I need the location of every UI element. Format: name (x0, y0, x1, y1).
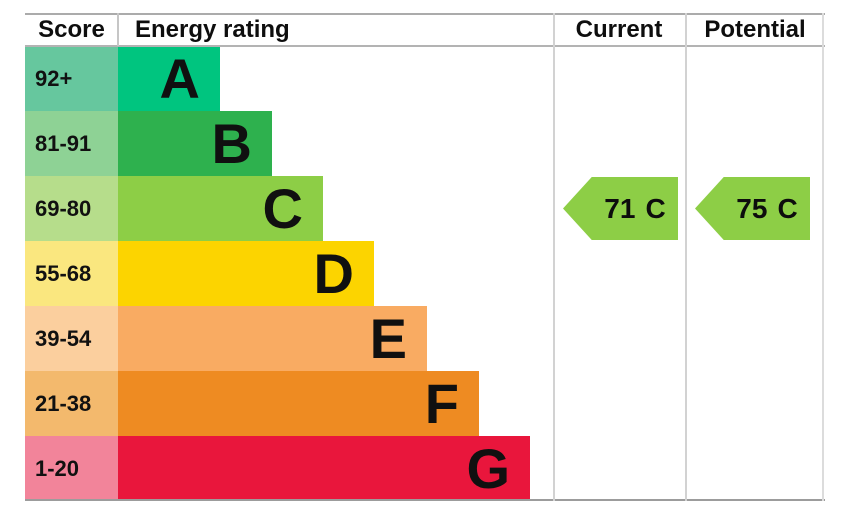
header-row: Score Energy rating Current Potential (25, 13, 825, 46)
epc-table: Score Energy rating Current Potential 92… (25, 13, 825, 501)
score-range-label: 69-80 (25, 176, 118, 241)
header-bottom-border (25, 45, 825, 47)
rating-letter: G (466, 436, 510, 500)
score-column-divider (117, 13, 119, 46)
rating-letter: A (159, 46, 200, 110)
rating-bar-a: A (118, 46, 220, 111)
score-range-label: 55-68 (25, 241, 118, 306)
current-rating-value: 71 (604, 192, 636, 224)
band-rows: 92+ A 81-91 B 69-80 C 55-68 D 39-54 E 21-38 F 1-20 G (25, 46, 825, 501)
band-row-a: 92+ A (25, 46, 825, 111)
rating-letter: C (262, 176, 303, 240)
band-row-c: 69-80 C (25, 176, 825, 241)
potential-rating-value: 75 (736, 192, 768, 224)
potential-rating-arrow: 75 C (695, 177, 810, 240)
band-row-f: 21-38 F (25, 371, 825, 436)
rating-bar-c: C (118, 176, 323, 241)
rating-bar-f: F (118, 371, 479, 436)
header-current: Current (575, 15, 663, 43)
rating-letter: E (369, 306, 407, 370)
band-row-d: 55-68 D (25, 241, 825, 306)
score-range-label: 92+ (25, 46, 118, 111)
rating-bar-g: G (118, 436, 530, 501)
band-row-e: 39-54 E (25, 306, 825, 371)
table-right-border (822, 13, 824, 501)
potential-column-divider (685, 13, 687, 501)
rating-letter: D (313, 241, 354, 305)
score-range-label: 1-20 (25, 436, 118, 501)
score-range-label: 81-91 (25, 111, 118, 176)
potential-rating-band: C (777, 192, 798, 224)
table-bottom-border (25, 499, 825, 501)
rating-letter: F (424, 371, 459, 435)
band-row-g: 1-20 G (25, 436, 825, 501)
score-range-label: 39-54 (25, 306, 118, 371)
current-column-divider (553, 13, 555, 501)
rating-bar-b: B (118, 111, 272, 176)
current-rating-arrow: 71 C (563, 177, 678, 240)
header-potential: Potential (704, 15, 806, 43)
header-score: Score (38, 15, 105, 43)
header-energy-rating: Energy rating (135, 15, 290, 43)
rating-bar-e: E (118, 306, 427, 371)
table-top-border (25, 13, 825, 15)
rating-letter: B (211, 111, 252, 175)
score-range-label: 21-38 (25, 371, 118, 436)
rating-bar-d: D (118, 241, 374, 306)
current-rating-band: C (645, 192, 666, 224)
band-row-b: 81-91 B (25, 111, 825, 176)
